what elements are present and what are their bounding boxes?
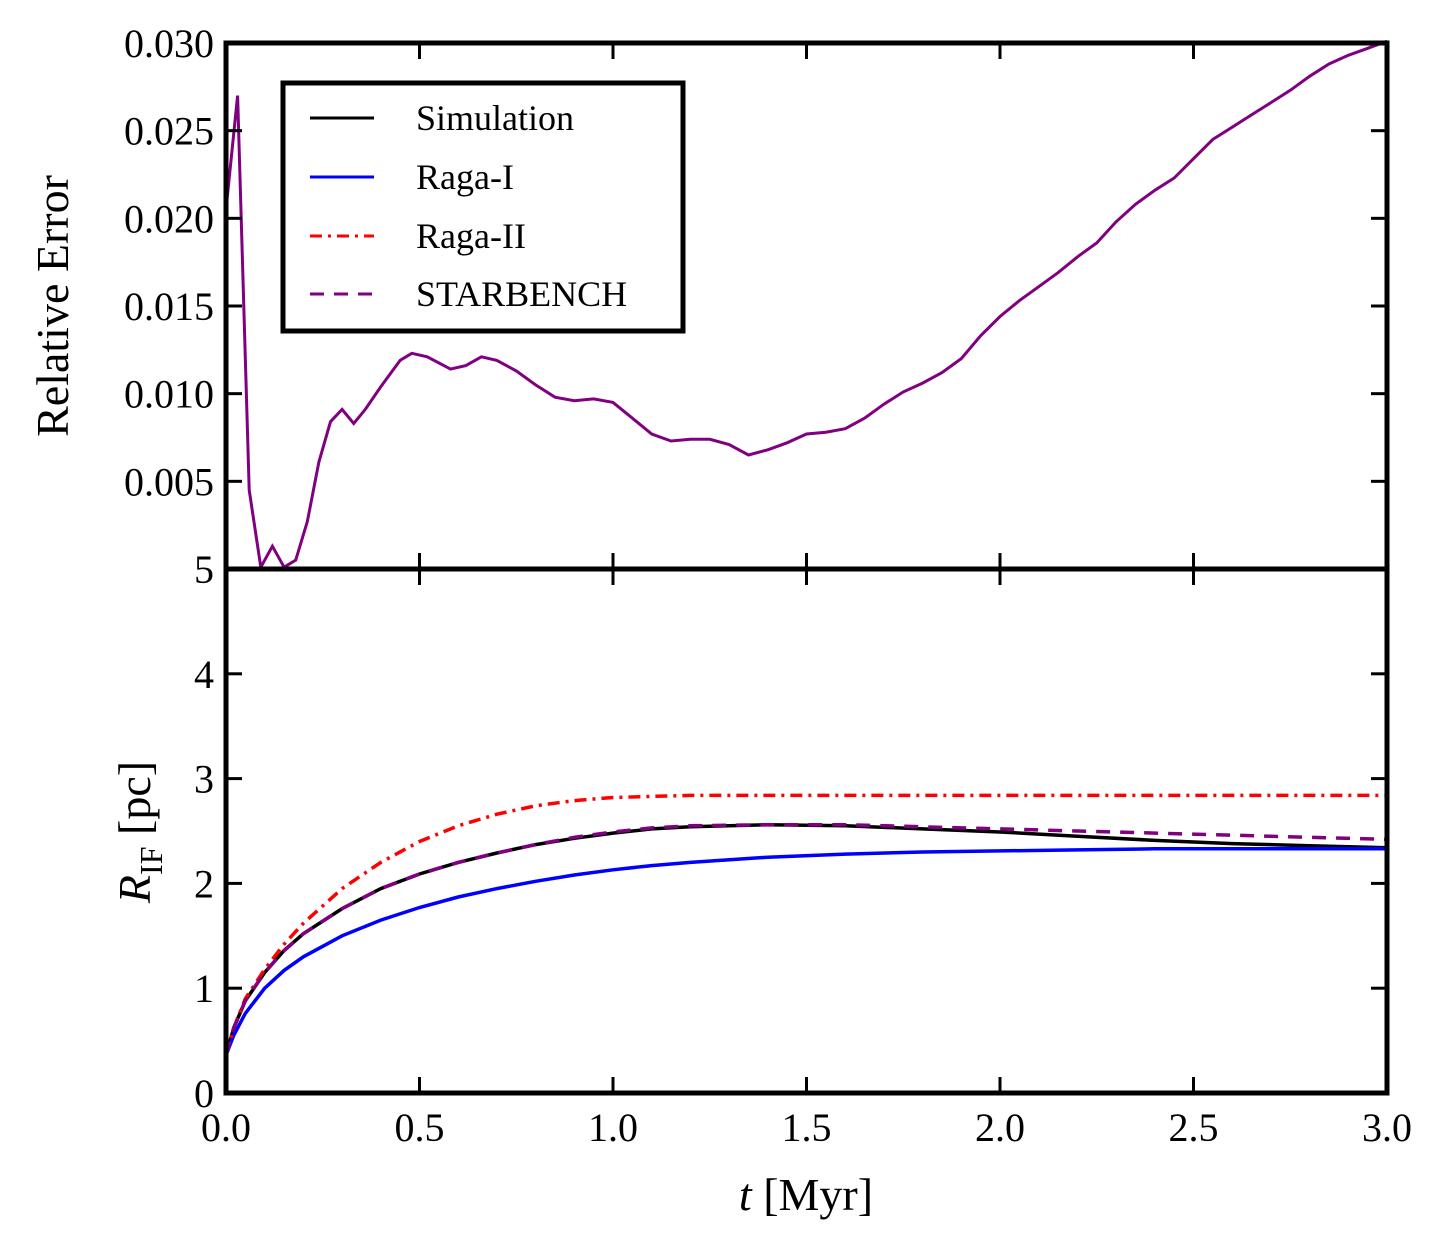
top-panel-lines — [224, 39, 1388, 572]
legend-entry-raga-i: Raga-I — [310, 157, 514, 197]
bottom-ytick-label: 2 — [194, 861, 214, 906]
legend-entry-raga-ii: Raga-II — [310, 216, 526, 256]
bottom-ytick-label: 3 — [194, 757, 214, 802]
bottom-ylabel-main: R — [109, 875, 160, 904]
bottom-ylabel-sub: IF — [133, 847, 169, 875]
bottom-panel-lines — [224, 793, 1388, 1056]
top-ytick-label: 0.020 — [124, 196, 214, 241]
bottom-xtick-label: 0.5 — [395, 1105, 445, 1150]
bottom-xtick-label: 2.5 — [1169, 1105, 1219, 1150]
legend-box — [280, 80, 686, 334]
bottom-ytick-label: 1 — [194, 966, 214, 1011]
bottom-ytick-labels: 0 1 2 3 4 — [194, 652, 214, 1116]
series-line-relative-error — [224, 39, 1388, 572]
series-line-raga-i — [224, 847, 1387, 1056]
bottom-panel-frame — [223, 566, 1390, 1096]
legend-label-raga-i: Raga-I — [416, 157, 514, 197]
bottom-xtick-label: 2.0 — [975, 1105, 1025, 1150]
series-line-starbench — [224, 822, 1388, 1056]
top-ytick-labels: 5 0.005 0.010 0.015 0.020 0.025 0.030 — [124, 21, 214, 592]
bottom-xtick-label: 0.0 — [201, 1105, 251, 1150]
bottom-ylabel-suffix: [pc] — [109, 761, 160, 847]
top-ytick-label: 5 — [194, 547, 214, 592]
legend-entry-simulation: Simulation — [310, 98, 574, 138]
top-ytick-label: 0.030 — [124, 21, 214, 66]
top-ytick-label: 0.015 — [124, 284, 214, 329]
top-ytick-label: 0.005 — [124, 459, 214, 504]
bottom-xlabel-suffix: [Myr] — [752, 1169, 873, 1220]
bottom-xtick-labels: 0.0 0.5 1.0 1.5 2.0 2.5 3.0 — [201, 1105, 1412, 1150]
bottom-ytick-label: 4 — [194, 652, 214, 697]
top-ylabel: Relative Error — [27, 175, 78, 437]
top-ytick-label: 0.025 — [124, 109, 214, 154]
legend-entry-starbench: STARBENCH — [310, 274, 627, 314]
bottom-xlabel-prefix: t — [739, 1169, 753, 1220]
bottom-ylabel: RIF [pc] — [109, 761, 169, 904]
legend: Simulation Raga-I Raga-II STARBENCH — [280, 80, 686, 334]
series-line-raga-ii — [224, 793, 1387, 1056]
series-line-simulation — [224, 822, 1388, 1056]
bottom-xtick-label: 1.5 — [782, 1105, 832, 1150]
bottom-xtick-label: 3.0 — [1362, 1105, 1412, 1150]
legend-label-simulation: Simulation — [416, 98, 574, 138]
legend-label-raga-ii: Raga-II — [416, 216, 526, 256]
bottom-xlabel: t [Myr] — [739, 1169, 873, 1220]
top-ytick-label: 0.010 — [124, 372, 214, 417]
legend-label-starbench: STARBENCH — [416, 274, 627, 314]
bottom-ytick-label: 0 — [194, 1071, 214, 1116]
bottom-xtick-label: 1.0 — [588, 1105, 638, 1150]
